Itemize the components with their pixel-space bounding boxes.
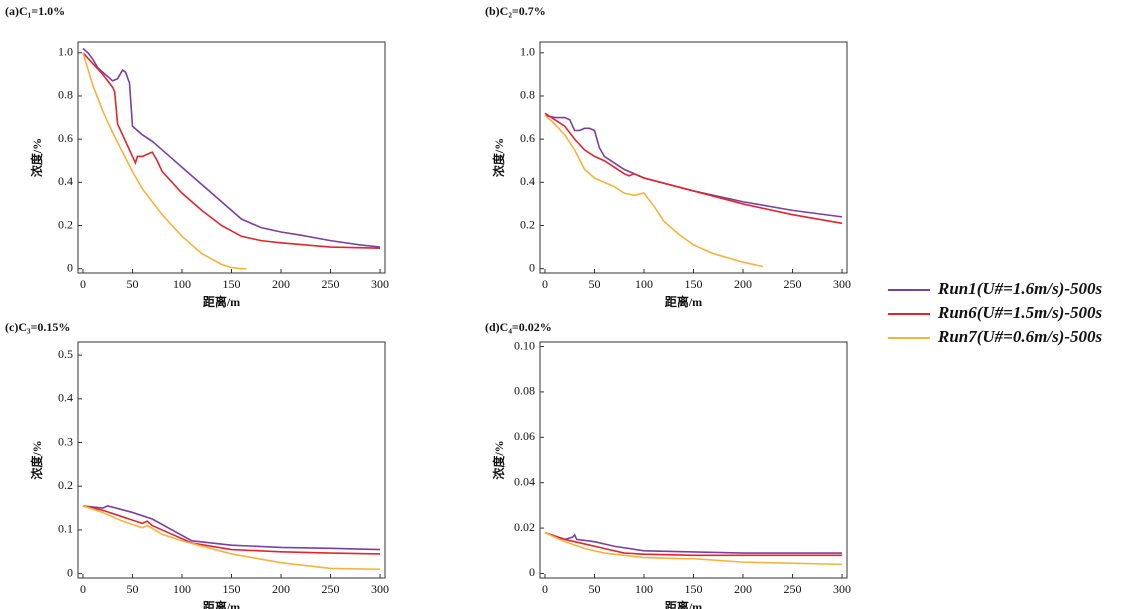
x-tick-label: 0: [542, 277, 548, 291]
x-axis-label: 距离/m: [665, 599, 702, 609]
plot-frame: [539, 41, 848, 274]
legend-label: Run7(U#=0.6m/s)-500s: [937, 327, 1103, 346]
x-tick-label: 150: [223, 582, 241, 596]
x-tick-label: 50: [126, 582, 138, 596]
chart-title: (b)C₂=0.7%: [485, 4, 546, 18]
y-tick-label: 0.3: [58, 434, 73, 448]
data-line: [82, 52, 381, 249]
x-tick-label: 300: [833, 582, 851, 596]
y-tick-label: 0.04: [514, 474, 535, 488]
x-tick-label: 250: [322, 277, 340, 291]
x-tick-label: 150: [685, 582, 703, 596]
y-axis-label: 浓度/%: [491, 138, 506, 177]
x-tick-label: 100: [173, 582, 191, 596]
y-tick-label: 0: [67, 260, 73, 274]
x-axis-label: 距离/m: [203, 294, 240, 309]
legend-label: Run1(U#=1.6m/s)-500s: [937, 279, 1103, 298]
y-tick-label: 0: [529, 260, 535, 274]
legend-label: Run6(U#=1.5m/s)-500s: [937, 303, 1103, 322]
y-tick-label: 0.1: [58, 522, 73, 536]
x-tick-label: 200: [734, 277, 752, 291]
y-tick-label: 0.02: [514, 520, 535, 534]
plot-frame: [77, 341, 386, 579]
y-tick-label: 0.06: [514, 429, 535, 443]
x-tick-label: 50: [588, 277, 600, 291]
data-line: [544, 531, 843, 566]
y-tick-label: 0.08: [514, 384, 535, 398]
x-tick-label: 100: [635, 582, 653, 596]
data-line: [544, 114, 763, 268]
y-tick-label: 0.6: [58, 131, 73, 145]
chart-title: (d)C₄=0.02%: [485, 320, 552, 334]
y-axis-label: 浓度/%: [29, 138, 44, 177]
data-line: [544, 114, 843, 218]
y-tick-label: 0.6: [520, 131, 535, 145]
y-axis-label: 浓度/%: [491, 440, 506, 479]
y-tick-label: 0.4: [520, 174, 535, 188]
y-tick-label: 1.0: [520, 45, 535, 59]
x-axis-label: 距离/m: [203, 599, 240, 609]
plot-frame: [539, 341, 848, 579]
x-tick-label: 300: [833, 277, 851, 291]
x-axis-label: 距离/m: [665, 294, 702, 309]
x-tick-label: 250: [322, 582, 340, 596]
x-tick-label: 250: [784, 277, 802, 291]
x-tick-label: 0: [542, 582, 548, 596]
x-tick-label: 200: [272, 277, 290, 291]
chart-title: (c)C₃=0.15%: [5, 320, 70, 334]
y-tick-label: 0: [67, 565, 73, 579]
x-tick-label: 0: [80, 277, 86, 291]
y-tick-label: 0.4: [58, 391, 73, 405]
plot-frame: [77, 41, 386, 274]
x-tick-label: 300: [371, 582, 389, 596]
x-tick-label: 150: [685, 277, 703, 291]
y-tick-label: 0.2: [520, 217, 535, 231]
data-line: [82, 505, 381, 551]
y-tick-label: 0.10: [514, 338, 535, 352]
x-tick-label: 300: [371, 277, 389, 291]
x-tick-label: 50: [588, 582, 600, 596]
x-tick-label: 200: [272, 582, 290, 596]
y-tick-label: 0.2: [58, 217, 73, 231]
y-tick-label: 0.2: [58, 478, 73, 492]
data-line: [544, 112, 843, 225]
data-line: [544, 531, 843, 554]
y-tick-label: 0.8: [58, 88, 73, 102]
x-tick-label: 50: [126, 277, 138, 291]
data-line: [82, 505, 381, 555]
x-tick-label: 150: [223, 277, 241, 291]
y-axis-label: 浓度/%: [29, 440, 44, 479]
data-line: [82, 52, 247, 270]
y-tick-label: 1.0: [58, 45, 73, 59]
x-tick-label: 100: [173, 277, 191, 291]
x-tick-label: 100: [635, 277, 653, 291]
data-line: [82, 505, 381, 571]
chart-title: (a)C₁=1.0%: [5, 4, 65, 18]
x-tick-label: 0: [80, 582, 86, 596]
y-tick-label: 0.5: [58, 347, 73, 361]
data-line: [544, 531, 843, 557]
y-tick-label: 0: [529, 565, 535, 579]
x-tick-label: 250: [784, 582, 802, 596]
x-tick-label: 200: [734, 582, 752, 596]
y-tick-label: 0.8: [520, 88, 535, 102]
y-tick-label: 0.4: [58, 174, 73, 188]
data-line: [82, 47, 381, 248]
